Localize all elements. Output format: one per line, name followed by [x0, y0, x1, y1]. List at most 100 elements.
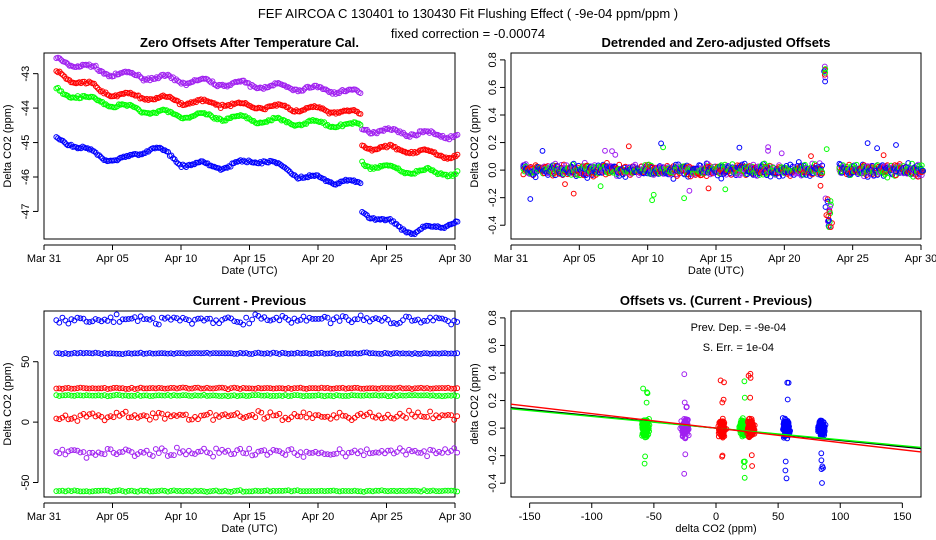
point-green-low — [89, 488, 96, 495]
point-green-low — [77, 488, 84, 495]
point-blue-mid — [327, 350, 334, 357]
point-blue-mid — [258, 350, 265, 357]
point-blue-high — [406, 314, 412, 320]
y-axis-label: Delta CO2 (ppm) — [2, 104, 14, 187]
point-blue-mid — [210, 350, 217, 357]
point-red-high — [98, 385, 105, 392]
point-green-low — [119, 488, 126, 494]
point-purple — [339, 450, 346, 456]
point-blue-mid — [276, 351, 283, 357]
point-blue — [122, 154, 129, 161]
point-blue — [231, 160, 237, 167]
point-purple — [222, 449, 229, 455]
point-green-low — [240, 488, 247, 495]
point-blue-high — [104, 318, 111, 324]
point-blue-mid — [128, 350, 135, 357]
point-red-high — [171, 385, 177, 391]
point-green-high — [294, 392, 301, 399]
point-red — [454, 151, 461, 158]
point-cluster — [719, 434, 726, 441]
point-blue-mid — [186, 350, 192, 357]
point-outlier — [527, 196, 534, 202]
point-blue-mid — [65, 351, 72, 357]
point-outlier — [686, 187, 693, 194]
point-red-low — [237, 413, 244, 420]
point-green-high — [243, 393, 250, 399]
point-red-high — [445, 384, 452, 391]
point-green-low — [113, 487, 120, 494]
point-green-low — [354, 488, 361, 495]
point-red-high — [68, 385, 75, 392]
point-green-high — [234, 393, 241, 400]
point-green-low — [276, 487, 283, 494]
point-red — [332, 110, 339, 117]
point-green-low — [104, 487, 111, 494]
point-blue-high — [246, 320, 253, 327]
point-blue — [255, 160, 262, 167]
point-green-high — [267, 393, 274, 399]
point-green-low — [158, 487, 165, 494]
point-blue-high — [116, 319, 123, 325]
point-green-high — [300, 393, 307, 400]
point-red-low — [171, 412, 177, 419]
point-green-low — [445, 487, 452, 494]
point-red-high — [372, 385, 379, 392]
point-blue-high — [348, 319, 355, 326]
point-purple — [300, 454, 307, 460]
point-blue-high — [439, 315, 446, 322]
point-outlier — [650, 191, 657, 198]
point-red-high — [427, 385, 434, 392]
point-green-low — [315, 488, 322, 494]
point-blue-mid — [397, 350, 403, 357]
point-green-low — [424, 488, 431, 495]
point-green-high — [219, 393, 226, 399]
point-purple — [363, 446, 370, 453]
point-green-high — [198, 392, 204, 399]
point-red-low — [149, 410, 156, 417]
point-purple — [56, 55, 63, 62]
point-green-low — [243, 488, 250, 495]
point-green-low — [71, 487, 78, 494]
x-tick-label: 150 — [893, 511, 911, 523]
point-blue-mid — [77, 349, 84, 356]
point-green-low — [309, 488, 316, 494]
point-green — [247, 116, 254, 123]
point-green-low — [427, 488, 434, 494]
point-cluster-outlier — [682, 451, 689, 458]
point-red-high — [448, 385, 455, 392]
point-red-low — [342, 413, 349, 419]
point-green-high — [134, 392, 141, 398]
point-green-low — [285, 487, 292, 494]
point-green-low — [321, 488, 328, 495]
x-tick-label: Apr 15 — [233, 511, 265, 523]
point-spike — [822, 78, 828, 85]
point-green-high — [421, 392, 427, 399]
x-axis-label: Date (UTC) — [688, 265, 744, 277]
y-tick-label: -0.2 — [487, 188, 499, 207]
point-offset — [670, 176, 677, 182]
point-green-high — [363, 392, 370, 399]
y-tick-label: 0.6 — [487, 80, 499, 95]
point-red-low — [213, 412, 220, 419]
point-red-high — [122, 386, 129, 392]
point-purple — [240, 450, 247, 456]
point-purple — [140, 77, 147, 84]
point-green-low — [155, 488, 162, 494]
point-green-high — [98, 392, 105, 399]
point-blue-mid — [406, 350, 412, 357]
point-blue-high — [122, 316, 129, 323]
point-blue-high — [306, 314, 313, 321]
point-purple — [385, 447, 391, 454]
point-red-low — [442, 412, 449, 419]
y-tick-label: -46 — [20, 169, 32, 185]
point-green-low — [122, 488, 129, 495]
point-green-low — [448, 487, 455, 494]
point-blue-high — [264, 317, 271, 324]
point-purple — [116, 449, 123, 456]
point-purple — [146, 451, 153, 458]
point-green-high — [155, 392, 162, 399]
point-blue-mid — [366, 350, 373, 357]
point-green — [360, 161, 367, 168]
point-spike — [821, 71, 828, 78]
point-green-high — [177, 392, 183, 399]
